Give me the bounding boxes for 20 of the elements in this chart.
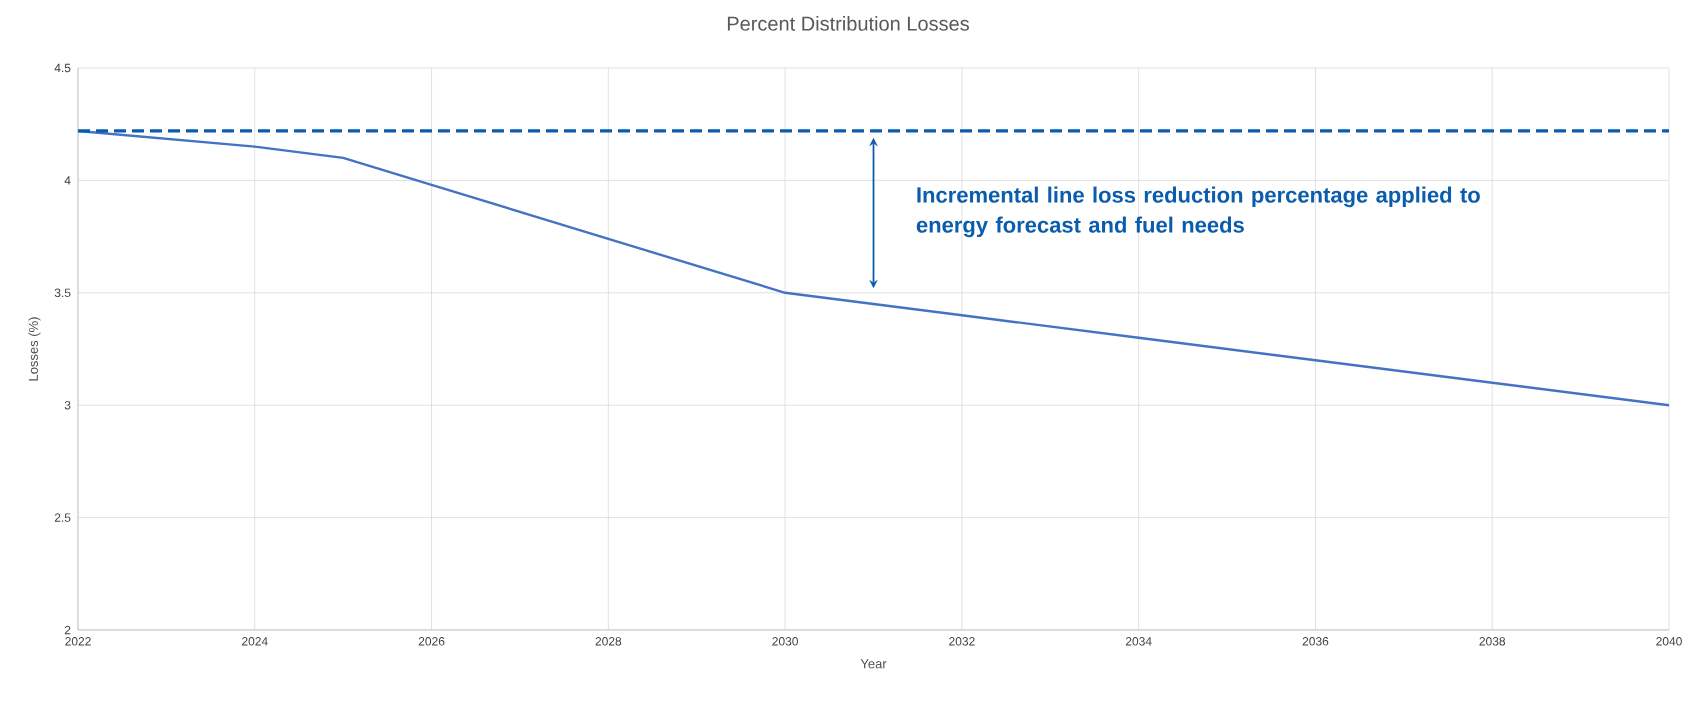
x-tick-label: 2034 [1125, 637, 1152, 646]
x-tick-label: 2036 [1302, 637, 1329, 646]
y-tick-label: 2 [64, 625, 71, 635]
y-tick-label: 4.5 [54, 63, 71, 73]
y-tick-label: 3.5 [54, 288, 71, 298]
x-tick-label: 2038 [1479, 637, 1506, 646]
chart-title: Percent Distribution Losses [727, 16, 969, 31]
y-tick-label: 2.5 [54, 513, 71, 522]
x-tick-label: 2030 [772, 637, 798, 646]
x-tick-label: 2022 [65, 637, 91, 646]
x-tick-label: 2024 [242, 637, 268, 646]
x-tick-label: 2040 [1656, 637, 1682, 646]
x-tick-label: 2026 [418, 637, 445, 646]
x-tick-label: 2032 [949, 637, 975, 646]
y-tick-label: 4 [64, 176, 71, 185]
x-axis-title: Year [860, 659, 887, 669]
y-axis-title: Losses (%) [28, 317, 41, 381]
annotation: Incremental line loss reduction percentage applied to energy forecast and fuel needs [916, 186, 1480, 238]
x-tick-label: 2028 [595, 637, 622, 646]
y-tick-label: 3 [64, 400, 71, 410]
